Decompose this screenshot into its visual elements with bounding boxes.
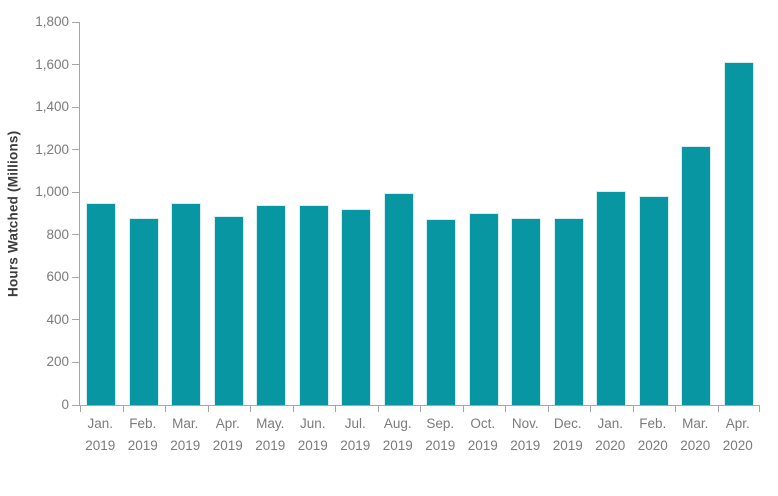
x-axis-label: Jan. 2020 <box>595 416 626 453</box>
y-axis-tick <box>72 191 79 193</box>
x-axis-label: Jan. 2019 <box>85 416 116 453</box>
bar-jun-2019 <box>298 204 329 405</box>
x-axis-tick <box>505 406 506 412</box>
bar-slot <box>250 22 293 405</box>
y-axis-tick <box>72 21 79 23</box>
x-axis-tick <box>122 406 124 412</box>
x-axis-label: Dec. 2019 <box>552 416 583 453</box>
plot-area: 0 200 400 600 800 1,000 1,200 1,400 1,600 1,800 <box>35 14 760 412</box>
bar-slot <box>335 22 378 405</box>
x-axis-label: Feb. 2020 <box>637 416 668 453</box>
y-axis-tick-label: 1,200 <box>35 141 69 157</box>
x-axis-tick <box>420 406 421 412</box>
y-axis-tick-label: 600 <box>46 269 69 285</box>
bar-may-2019 <box>256 204 287 405</box>
y-axis-tick <box>72 234 79 236</box>
bar-slot <box>633 22 676 405</box>
x-axis-tick <box>377 406 379 412</box>
x-axis-tick <box>547 406 549 412</box>
y-axis-tick-label: 1,600 <box>35 56 69 72</box>
bar-jul-2019 <box>341 209 372 405</box>
bar-aug-2019 <box>383 193 414 405</box>
x-axis-tick <box>717 406 719 412</box>
bar-slot <box>590 22 633 405</box>
bar-mar-2020 <box>681 146 712 405</box>
bar-jan-2019 <box>86 203 117 405</box>
y-axis-title: Hours Watched (Millions) <box>5 130 21 297</box>
x-axis-tick <box>335 406 336 412</box>
y-axis-tick <box>72 361 79 363</box>
y-axis-tick <box>72 404 79 406</box>
bar-apr-2019 <box>213 215 244 405</box>
bar-feb-2019 <box>128 217 159 405</box>
x-axis-tick <box>80 406 81 412</box>
y-axis-tick-label: 1,400 <box>35 99 69 115</box>
bar-slot <box>420 22 463 405</box>
y-axis-tick-label: 800 <box>46 226 69 242</box>
x-axis-tick <box>675 406 676 412</box>
y-axis-tick <box>72 319 79 321</box>
x-axis-tick <box>632 406 634 412</box>
x-axis-label: Nov. 2019 <box>510 416 541 453</box>
bar-slot <box>208 22 251 405</box>
x-axis-label: Aug. 2019 <box>382 416 413 453</box>
bars-container <box>80 22 760 405</box>
y-axis-tick-label: 0 <box>61 397 69 412</box>
y-axis-tick <box>72 106 79 108</box>
x-axis-label: Sep. 2019 <box>425 416 456 453</box>
bar-feb-2020 <box>638 195 669 405</box>
x-axis-label: Mar. 2019 <box>170 416 201 453</box>
bar-dec-2019 <box>553 217 584 405</box>
x-axis-tick <box>759 406 760 412</box>
bar-apr-2020 <box>723 61 754 405</box>
x-axis-tick <box>250 406 251 412</box>
y-axis-tick-label: 200 <box>46 354 69 370</box>
y-axis-tick <box>72 276 79 278</box>
x-axis-tick <box>207 406 209 412</box>
y-axis-tick-label: 400 <box>46 311 69 327</box>
y-axis-tick-label: 1,800 <box>35 14 69 29</box>
bar-slot <box>123 22 166 405</box>
bar-slot <box>165 22 208 405</box>
bar-slot <box>378 22 421 405</box>
bar-sep-2019 <box>426 218 457 405</box>
x-axis-label: Jul. 2019 <box>340 416 371 453</box>
y-axis-tick-label: 1,000 <box>35 184 69 200</box>
x-axis-tick <box>292 406 294 412</box>
y-axis-tick <box>72 64 79 66</box>
bar-slot <box>463 22 506 405</box>
bar-slot <box>548 22 591 405</box>
x-axis-label: Feb. 2019 <box>127 416 158 453</box>
bar-slot <box>293 22 336 405</box>
bar-slot <box>718 22 761 405</box>
x-axis-tick <box>462 406 464 412</box>
bar-slot <box>675 22 718 405</box>
x-axis-tick <box>165 406 166 412</box>
x-axis-label: May. 2019 <box>255 416 286 453</box>
x-axis-label: Oct. 2019 <box>467 416 498 453</box>
y-axis-tick <box>72 149 79 151</box>
x-axis-label: Apr. 2020 <box>722 416 753 453</box>
x-axis-labels: Jan. 2019 Feb. 2019 Mar. 2019 Apr. 2019 May. 2019… <box>79 413 759 457</box>
x-axis-tick <box>590 406 591 412</box>
bar-nov-2019 <box>511 217 542 405</box>
bar-jan-2020 <box>596 190 627 405</box>
x-axis-label: Apr. 2019 <box>212 416 243 453</box>
bar-mar-2019 <box>171 203 202 405</box>
x-axis-label: Mar. 2020 <box>680 416 711 453</box>
bar-slot <box>505 22 548 405</box>
bar-slot <box>80 22 123 405</box>
x-axis-label: Jun. 2019 <box>297 416 328 453</box>
bar-oct-2019 <box>468 213 499 405</box>
